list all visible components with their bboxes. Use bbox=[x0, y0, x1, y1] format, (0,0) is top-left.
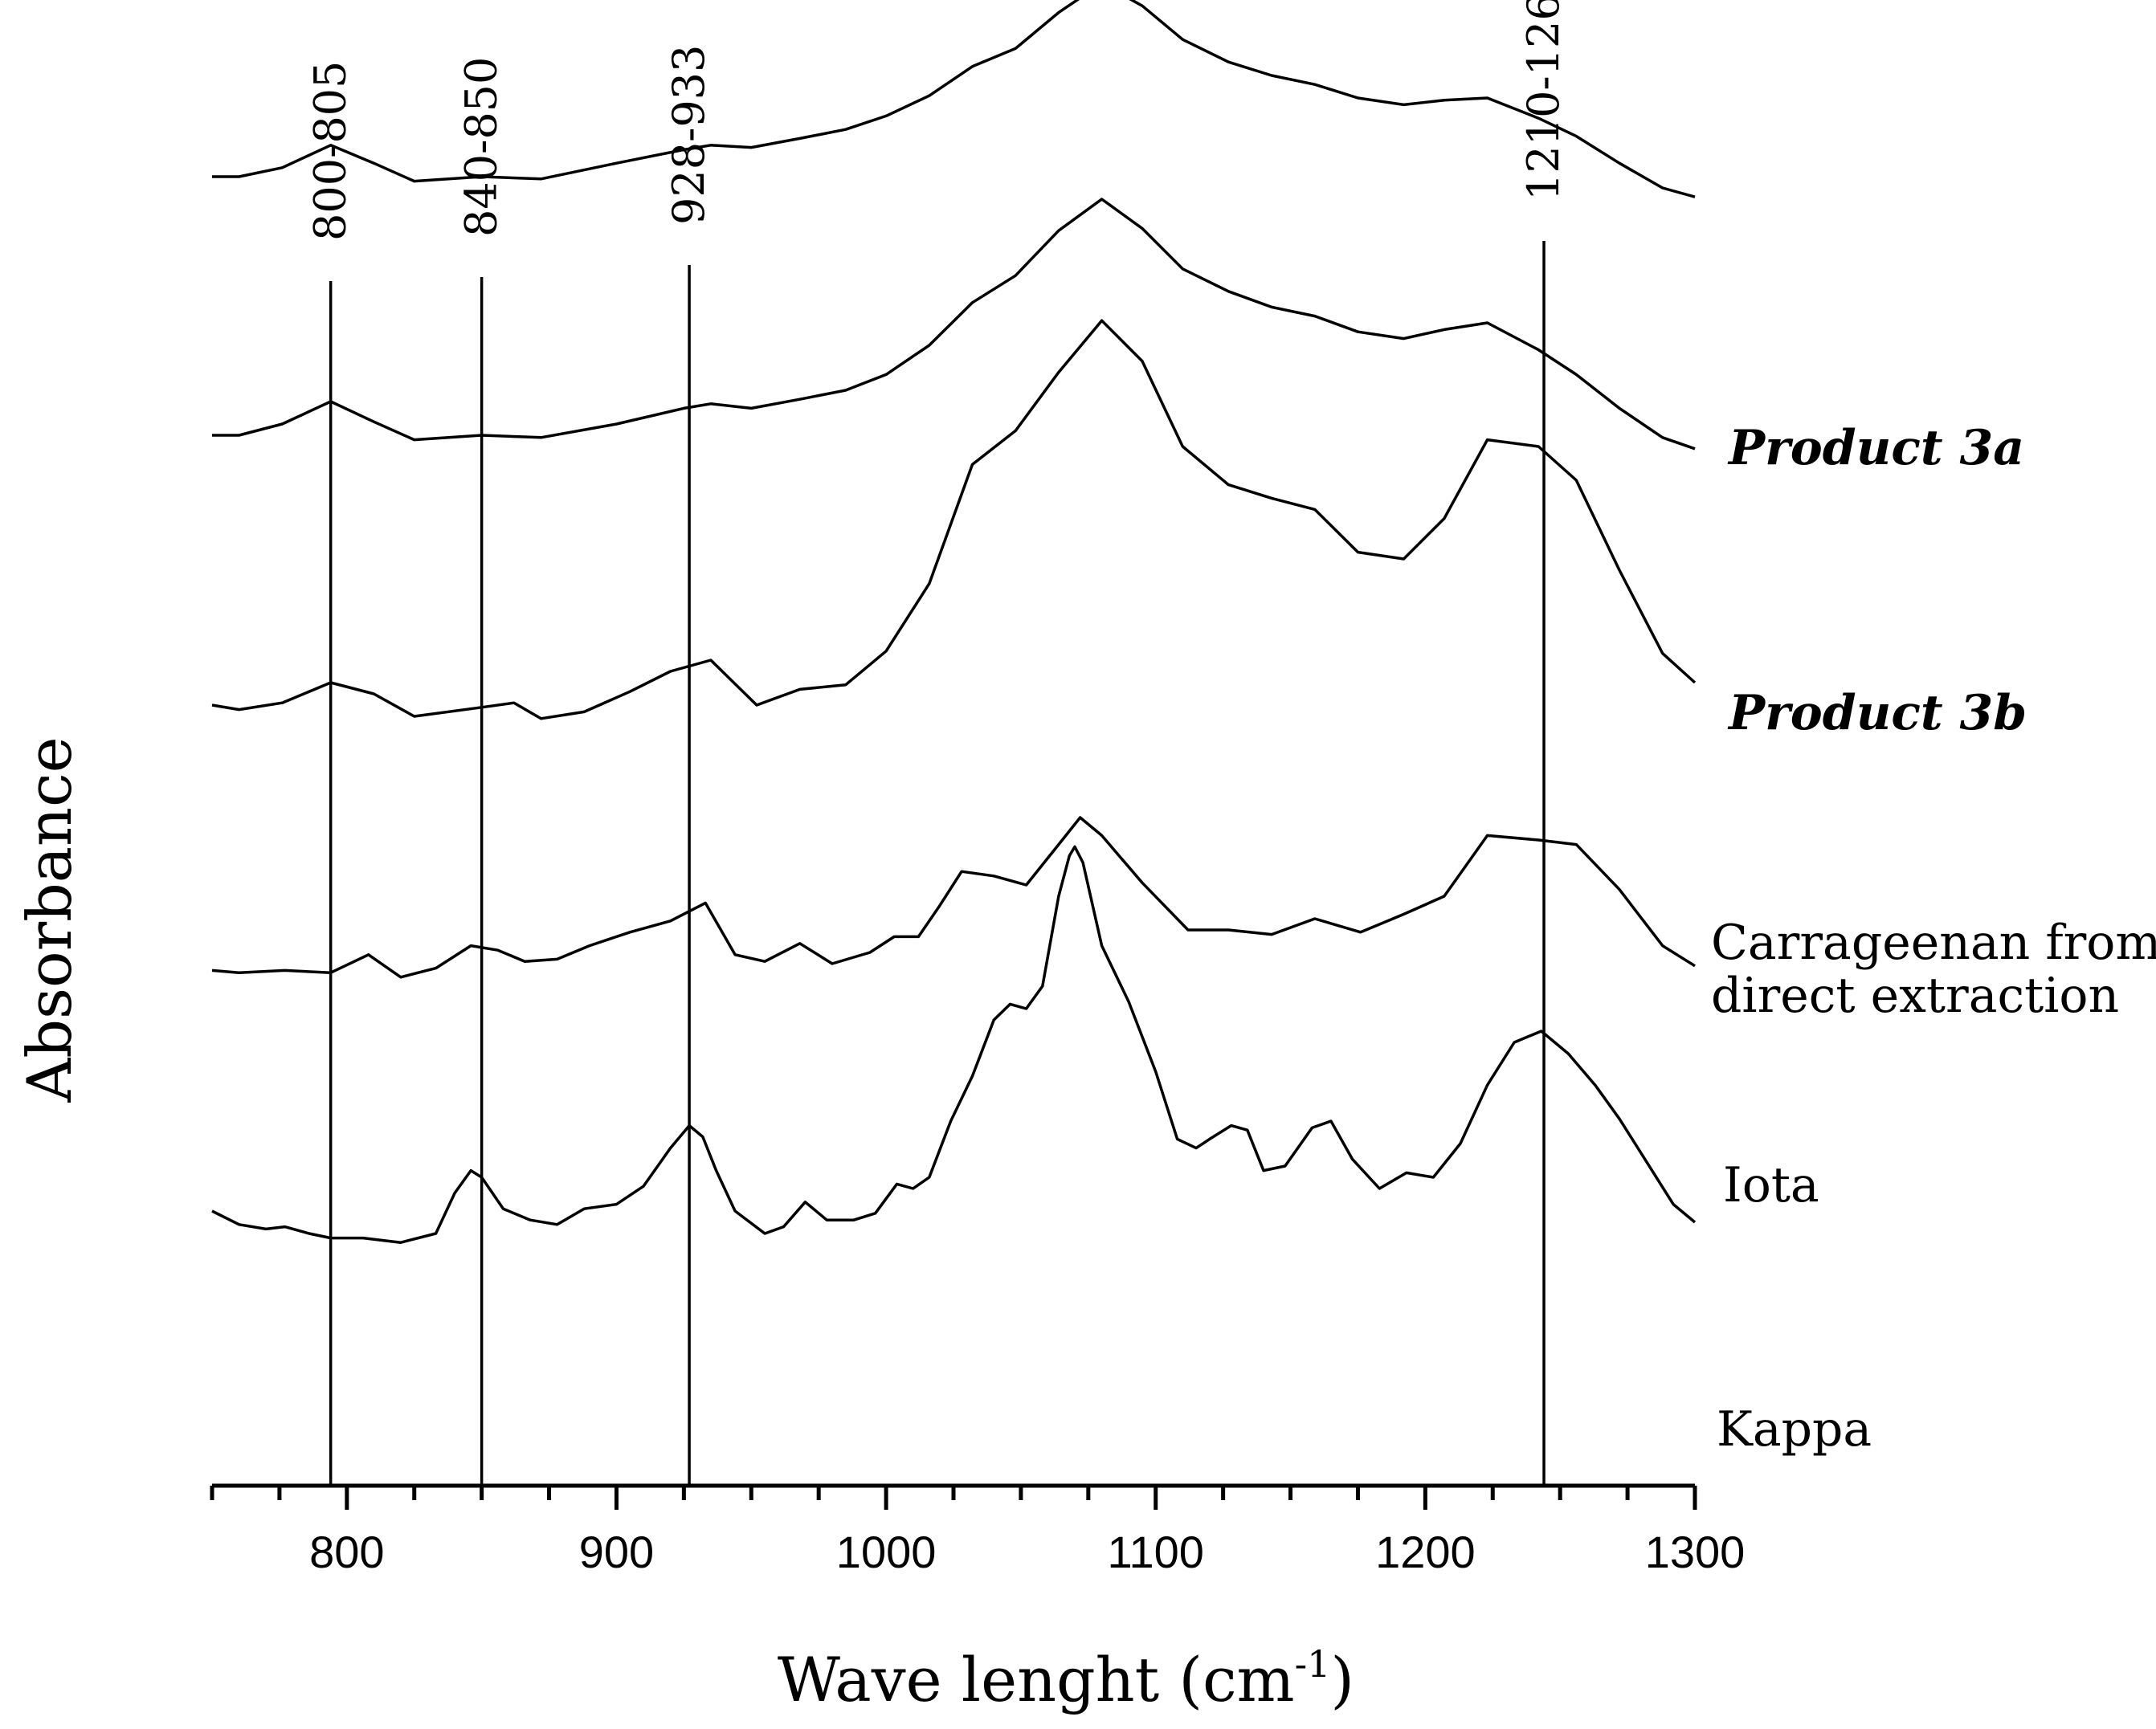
reference-lines: 800-805 840-850 928-933 1210-1260 bbox=[305, 0, 1569, 1486]
series-label-product-3a: Product 3a bbox=[1727, 420, 2024, 476]
x-axis-label-main: Wave lenght (cm bbox=[778, 1644, 1295, 1715]
x-tick-label-1200: 1200 bbox=[1375, 1527, 1476, 1577]
reference-label-1210-1260: 1210-1260 bbox=[1518, 0, 1569, 201]
x-tick-label-1000: 1000 bbox=[836, 1527, 937, 1577]
series-line-iota bbox=[211, 816, 1696, 979]
x-tick-label-900: 900 bbox=[579, 1527, 654, 1577]
x-axis-label-superscript: -1 bbox=[1295, 1642, 1331, 1686]
x-axis-label-close: ) bbox=[1330, 1644, 1354, 1715]
x-tick-label-1100: 1100 bbox=[1108, 1527, 1204, 1577]
reference-label-840-850: 840-850 bbox=[456, 57, 507, 237]
x-tick-label-1300: 1300 bbox=[1645, 1527, 1746, 1577]
x-axis-label: Wave lenght (cm-1) bbox=[778, 1642, 1354, 1715]
series-label-carrageenan-from-direct-extraction-line-2: direct extraction bbox=[1711, 968, 2119, 1024]
series-line-carrageenan-from-direct-extraction bbox=[211, 319, 1697, 720]
reference-label-800-805: 800-805 bbox=[305, 61, 356, 241]
series-label-product-3b: Product 3b bbox=[1727, 685, 2027, 741]
series-line-product-3b bbox=[212, 198, 1696, 451]
series-label-carrageenan-from-direct-extraction-line-1: Carrageenan from bbox=[1711, 915, 2156, 971]
y-axis-label: Absorbance bbox=[14, 736, 85, 1103]
x-tick-label-800: 800 bbox=[309, 1527, 384, 1577]
series-label-iota: Iota bbox=[1723, 1157, 1819, 1213]
x-axis: 800 900 1000 1100 1200 1300 bbox=[210, 1483, 1746, 1577]
reference-label-928-933: 928-933 bbox=[664, 45, 714, 225]
series-labels: Product 3a Product 3b Carrageenan fromdire… bbox=[1711, 420, 2156, 1458]
series-line-kappa bbox=[211, 845, 1697, 1244]
spectrum-curves bbox=[211, 0, 1697, 1244]
series-line-product-3a bbox=[212, 0, 1696, 198]
series-label-kappa: Kappa bbox=[1717, 1401, 1872, 1458]
